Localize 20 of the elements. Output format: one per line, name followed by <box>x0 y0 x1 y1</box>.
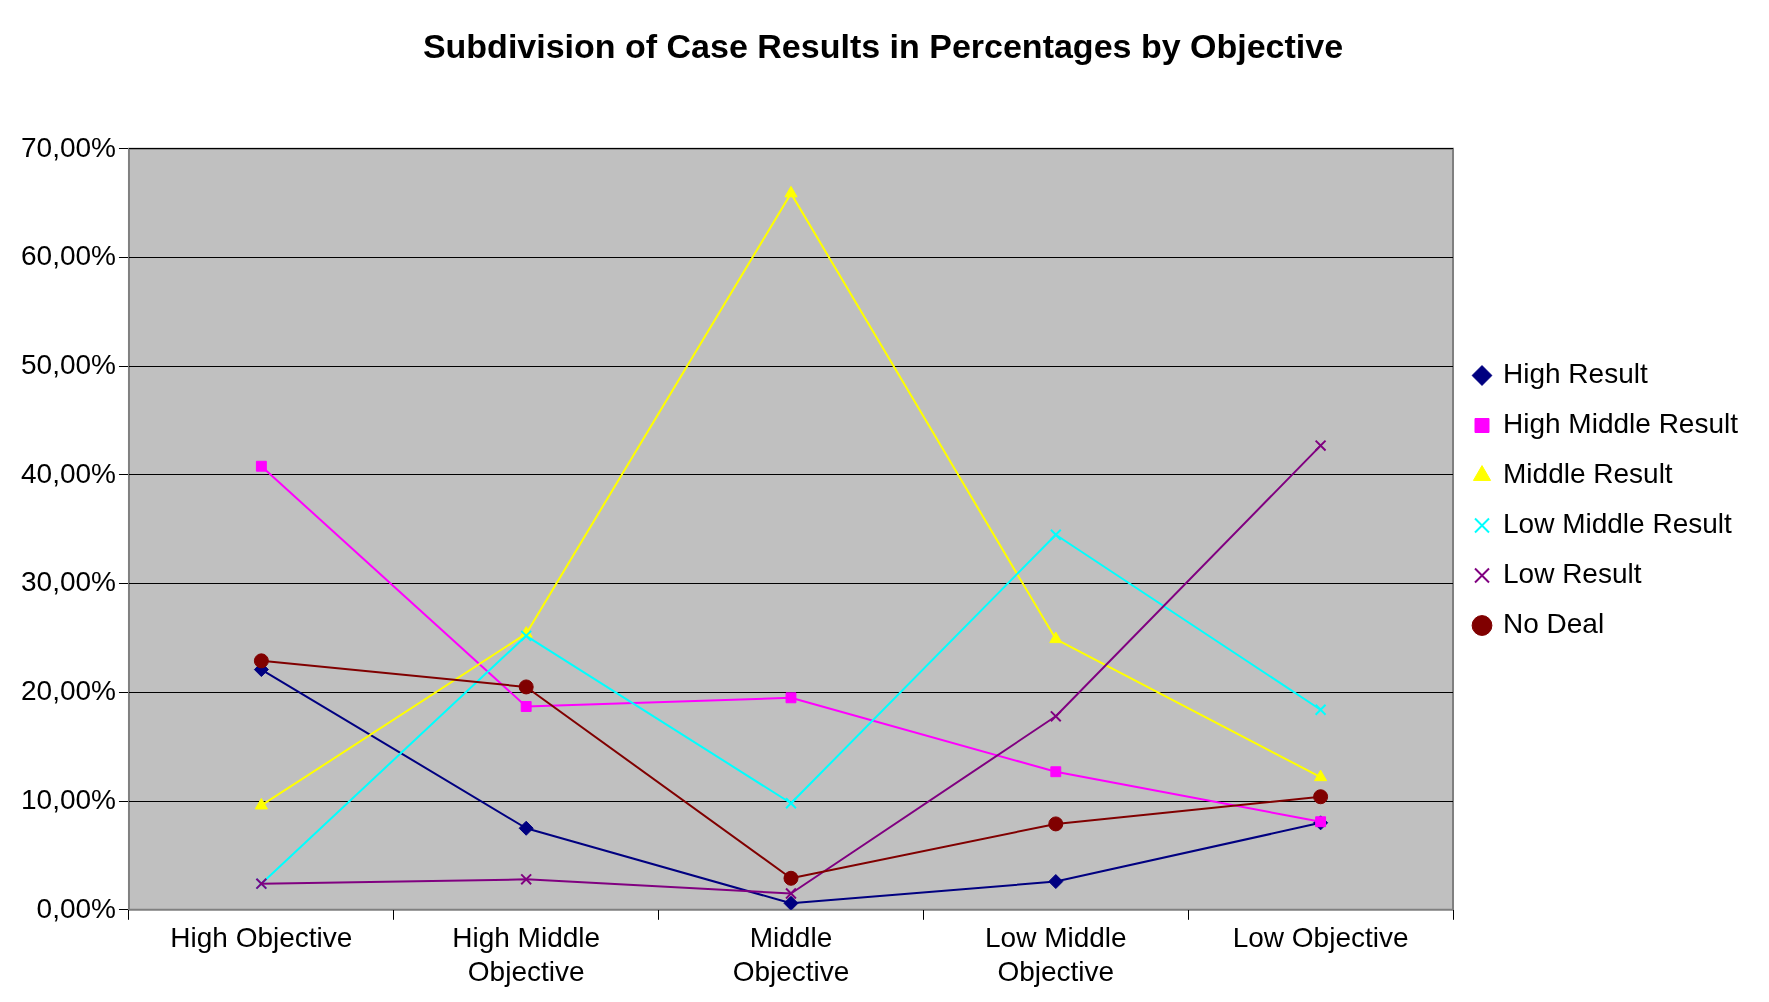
chart-title: Subdivision of Case Results in Percentages by Objective <box>422 26 1344 65</box>
x-tick-label: Low Middle Objective <box>984 922 1127 987</box>
legend-label: Middle Result <box>1503 458 1673 490</box>
y-tick-label: 10,00% <box>21 783 116 815</box>
x-tick-label: Middle Objective <box>732 922 850 987</box>
legend-label: High Middle Result <box>1503 408 1739 440</box>
x-tick-label: Low Objective <box>1232 922 1409 954</box>
legend-label: High Result <box>1503 358 1648 390</box>
y-tick-label: 70,00% <box>21 131 116 163</box>
y-tick-label: 50,00% <box>21 348 116 380</box>
y-tick-label: 60,00% <box>21 240 116 272</box>
legend-label: No Deal <box>1503 608 1605 640</box>
x-tick-label: High Objective <box>170 922 353 954</box>
y-tick-label: 30,00% <box>21 566 116 598</box>
legend-label: Low Middle Result <box>1503 508 1732 540</box>
y-tick-label: 20,00% <box>21 675 116 707</box>
legend-label: Low Result <box>1503 558 1642 590</box>
y-tick-label: 40,00% <box>21 457 116 489</box>
x-tick-label: High Middle Objective <box>452 922 601 987</box>
y-tick-label: 0,00% <box>36 892 116 924</box>
